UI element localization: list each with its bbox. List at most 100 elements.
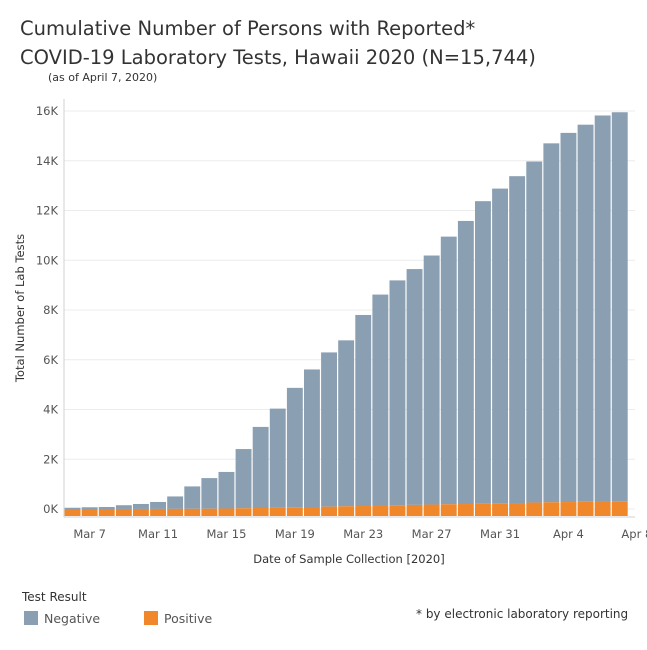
bar-positive[interactable] xyxy=(269,507,286,516)
bar-negative[interactable] xyxy=(611,112,628,502)
legend-label-negative: Negative xyxy=(44,610,101,626)
x-tick-label: Apr 8 xyxy=(621,527,647,541)
bar-positive[interactable] xyxy=(389,505,406,516)
bar-positive[interactable] xyxy=(355,506,372,516)
bar-positive[interactable] xyxy=(133,508,149,516)
y-tick-label: 2K xyxy=(43,452,58,466)
bar-positive[interactable] xyxy=(543,502,560,516)
bar-positive[interactable] xyxy=(150,508,166,516)
legend-label-positive: Positive xyxy=(164,610,213,626)
y-tick-label: 16K xyxy=(36,104,59,118)
x-tick-label: Mar 23 xyxy=(343,527,383,541)
bar-positive[interactable] xyxy=(98,509,115,516)
bar-positive[interactable] xyxy=(509,503,526,516)
bar-positive[interactable] xyxy=(406,504,423,516)
bar-negative[interactable] xyxy=(492,188,508,504)
bar-negative[interactable] xyxy=(98,507,115,509)
legend-item-positive[interactable]: Positive xyxy=(144,610,212,626)
bar-negative[interactable] xyxy=(167,496,184,509)
bar-negative[interactable] xyxy=(286,387,303,508)
bar-negative[interactable] xyxy=(304,369,320,508)
bar-positive[interactable] xyxy=(167,508,184,516)
bar-negative[interactable] xyxy=(184,486,201,509)
bar-negative[interactable] xyxy=(81,507,98,509)
bar-negative[interactable] xyxy=(355,314,372,507)
bar-positive[interactable] xyxy=(115,508,132,516)
bar-positive[interactable] xyxy=(594,501,611,516)
bar-negative[interactable] xyxy=(201,478,218,509)
y-tick-label: 12K xyxy=(36,204,59,218)
y-tick-label: 8K xyxy=(43,303,58,317)
bar-positive[interactable] xyxy=(218,508,235,516)
axes: 0K 2K 4K 6K 8K 10K 12K 14K 16K Mar 7 Mar 11 Mar 15 M… xyxy=(13,99,647,566)
bar-positive[interactable] xyxy=(560,502,577,516)
bar-negative[interactable] xyxy=(321,352,337,507)
bar-negative[interactable] xyxy=(457,220,474,505)
y-tick-label: 6K xyxy=(43,353,58,367)
bar-negative[interactable] xyxy=(423,255,440,505)
bar-negative[interactable] xyxy=(577,124,594,502)
bar-positive[interactable] xyxy=(64,509,81,516)
bar-positive[interactable] xyxy=(81,509,98,516)
y-axis-title: Total Number of Lab Tests xyxy=(13,234,27,383)
bar-negative[interactable] xyxy=(133,503,149,509)
bar-positive[interactable] xyxy=(201,508,218,516)
legend-swatch-positive xyxy=(144,611,158,625)
x-tick-label: Mar 19 xyxy=(275,527,315,541)
bar-negative[interactable] xyxy=(560,132,577,503)
x-tick-label: Mar 11 xyxy=(138,527,178,541)
chart-title: Cumulative Number of Persons with Report… xyxy=(20,14,536,72)
x-axis-title: Date of Sample Collection [2020] xyxy=(253,552,444,566)
bar-positive[interactable] xyxy=(457,504,474,516)
x-tick-label: Mar 31 xyxy=(480,527,520,541)
bar-positive[interactable] xyxy=(577,501,594,516)
legend-swatch-negative xyxy=(24,611,38,625)
bar-positive[interactable] xyxy=(235,508,252,516)
bar-negative[interactable] xyxy=(389,280,406,506)
bar-negative[interactable] xyxy=(338,340,355,507)
bar-negative[interactable] xyxy=(594,115,611,502)
bar-positive[interactable] xyxy=(304,507,320,516)
legend-title: Test Result xyxy=(22,590,87,604)
y-tick-label: 0K xyxy=(43,502,58,516)
x-tick-label: Mar 15 xyxy=(206,527,246,541)
bar-negative[interactable] xyxy=(218,471,235,509)
bar-negative[interactable] xyxy=(509,176,526,504)
bar-negative[interactable] xyxy=(235,449,252,509)
footnote: * by electronic laboratory reporting xyxy=(416,607,629,621)
chart-title-line-2: COVID-19 Laboratory Tests, Hawaii 2020 (… xyxy=(20,46,536,69)
bar-positive[interactable] xyxy=(526,502,543,516)
y-tick-label: 4K xyxy=(43,403,58,417)
bar-positive[interactable] xyxy=(321,506,337,516)
bar-positive[interactable] xyxy=(372,505,389,516)
bar-negative[interactable] xyxy=(543,143,560,503)
y-tick-label: 14K xyxy=(36,154,59,168)
chart-title-line-1: Cumulative Number of Persons with Report… xyxy=(20,17,476,40)
bar-negative[interactable] xyxy=(64,507,81,509)
bar-positive[interactable] xyxy=(423,504,440,516)
bar-negative[interactable] xyxy=(115,505,132,509)
chart-subtitle: (as of April 7, 2020) xyxy=(48,71,158,84)
bar-negative[interactable] xyxy=(150,501,166,509)
bar-negative[interactable] xyxy=(526,161,543,503)
bar-negative[interactable] xyxy=(475,201,491,504)
bar-positive[interactable] xyxy=(475,503,491,516)
bar-negative[interactable] xyxy=(372,294,389,506)
bar-negative[interactable] xyxy=(406,269,423,505)
x-tick-label: Apr 4 xyxy=(553,527,584,541)
y-tick-label: 10K xyxy=(36,253,59,267)
bar-positive[interactable] xyxy=(492,503,508,516)
bar-negative[interactable] xyxy=(252,426,269,509)
x-tick-label: Mar 7 xyxy=(73,527,106,541)
bar-positive[interactable] xyxy=(286,507,303,516)
bar-positive[interactable] xyxy=(184,508,201,516)
legend-item-negative[interactable]: Negative xyxy=(24,610,100,626)
bar-positive[interactable] xyxy=(611,501,628,516)
bar-positive[interactable] xyxy=(338,506,355,516)
bar-negative[interactable] xyxy=(269,408,286,508)
bar-positive[interactable] xyxy=(440,504,457,516)
bar-positive[interactable] xyxy=(252,508,269,516)
x-tick-label: Mar 27 xyxy=(412,527,452,541)
bar-negative[interactable] xyxy=(440,236,457,505)
bars xyxy=(64,112,628,516)
